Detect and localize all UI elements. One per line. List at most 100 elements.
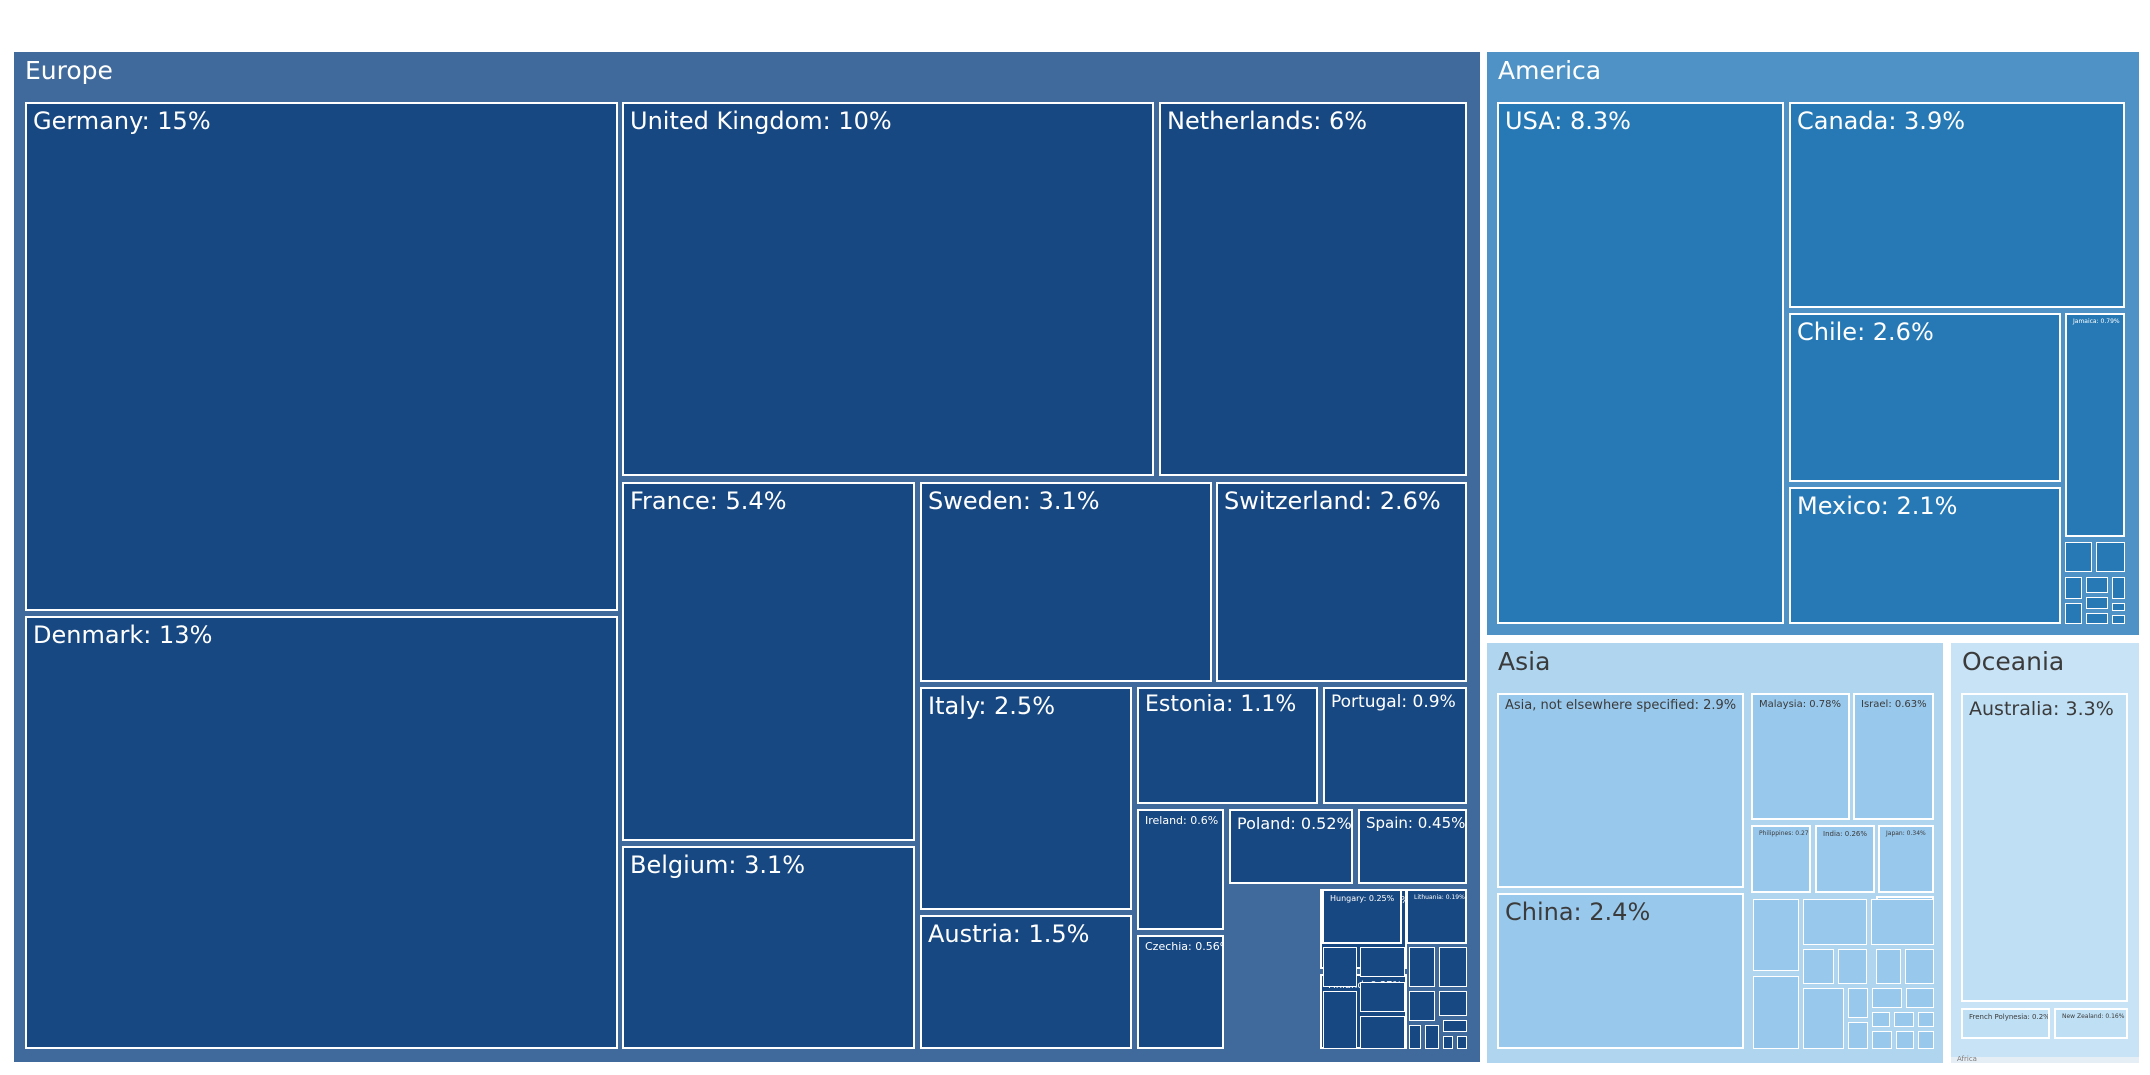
treemap-tile-lithuania[interactable]: Lithuania: 0.19% <box>1406 889 1467 944</box>
treemap-tile-hungary[interactable]: Hungary: 0.25% <box>1322 889 1402 944</box>
treemap-tile-small[interactable] <box>1872 1031 1892 1049</box>
treemap-tile-denmark[interactable]: Denmark: 13% <box>25 616 618 1049</box>
treemap-tile-small[interactable] <box>1803 949 1834 984</box>
treemap-tile-malaysia[interactable]: Malaysia: 0.78% <box>1751 693 1850 820</box>
treemap-tile-small[interactable] <box>1871 899 1934 945</box>
treemap-tile-small[interactable] <box>2086 597 2108 609</box>
treemap-tile-small[interactable] <box>1323 947 1357 987</box>
region-africa: Africa <box>1951 1055 2139 1063</box>
treemap-tile-small[interactable] <box>1803 988 1844 1049</box>
tile-label: India: 0.26% <box>1823 830 1867 838</box>
treemap-tile-small[interactable] <box>1905 949 1934 984</box>
treemap-tile-small[interactable] <box>2086 577 2108 593</box>
treemap-tile-small[interactable] <box>1409 1025 1421 1049</box>
treemap-tile-small[interactable] <box>2112 577 2125 599</box>
treemap-tile-french-polynesia[interactable]: French Polynesia: 0.2% <box>1961 1008 2050 1039</box>
tile-label: Spain: 0.45% <box>1366 814 1466 832</box>
treemap-tile-india[interactable]: India: 0.26% <box>1815 825 1875 893</box>
treemap-tile-portugal[interactable]: Portugal: 0.9% <box>1323 687 1467 804</box>
treemap-tile-germany[interactable]: Germany: 15% <box>25 102 618 611</box>
region-europe: Europe Germany: 15% Denmark: 13% United Kin… <box>14 52 1480 1062</box>
treemap-tile-spain[interactable]: Spain: 0.45% <box>1358 809 1467 884</box>
treemap-tile-small[interactable] <box>1443 1036 1453 1049</box>
treemap-tile-small[interactable] <box>1409 947 1435 987</box>
treemap-tile-new-zealand[interactable]: New Zealand: 0.16% <box>2054 1008 2128 1039</box>
treemap-tile-small[interactable] <box>2112 603 2125 611</box>
treemap-tile-jamaica[interactable]: Jamaica: 0.79% <box>2065 313 2125 537</box>
treemap-tile-canada[interactable]: Canada: 3.9% <box>1789 102 2125 308</box>
tile-label: Lithuania: 0.19% <box>1414 894 1465 901</box>
treemap-tile-small[interactable] <box>1838 949 1867 984</box>
region-america: America USA: 8.3% Canada: 3.9% Chile: 2.6% M… <box>1487 52 2139 635</box>
treemap-tile-small[interactable] <box>1918 1031 1934 1049</box>
treemap-tile-united-kingdom[interactable]: United Kingdom: 10% <box>622 102 1154 476</box>
treemap-tile-small[interactable] <box>1439 991 1467 1016</box>
tile-label: New Zealand: 0.16% <box>2062 1013 2125 1020</box>
tile-label: Poland: 0.52% <box>1237 814 1352 833</box>
treemap-tile-small[interactable] <box>1425 1025 1439 1049</box>
tile-label: Portugal: 0.9% <box>1331 692 1456 712</box>
treemap-tile-small[interactable] <box>1894 1012 1914 1027</box>
treemap-tile-poland[interactable]: Poland: 0.52% <box>1229 809 1353 884</box>
treemap-tile-small[interactable] <box>1848 1022 1868 1049</box>
tile-label: Italy: 2.5% <box>928 692 1056 720</box>
tile-label: Belgium: 3.1% <box>630 851 806 879</box>
treemap-tile-small[interactable] <box>1443 1020 1467 1032</box>
treemap-tile-small[interactable] <box>1872 988 1902 1008</box>
treemap-tile-belgium[interactable]: Belgium: 3.1% <box>622 846 915 1049</box>
treemap-tile-small[interactable] <box>2065 577 2082 599</box>
tile-label: Australia: 3.3% <box>1969 698 2114 720</box>
treemap-tile-chile[interactable]: Chile: 2.6% <box>1789 313 2061 482</box>
treemap-tile-switzerland[interactable]: Switzerland: 2.6% <box>1216 482 1467 682</box>
tile-label: French Polynesia: 0.2% <box>1969 1013 2050 1021</box>
treemap-tile-small[interactable] <box>1876 949 1901 984</box>
treemap-tile-small[interactable] <box>1803 899 1867 945</box>
treemap-tile-france[interactable]: France: 5.4% <box>622 482 915 841</box>
region-title: Africa <box>1957 1055 1977 1063</box>
region-title: America <box>1498 56 1602 85</box>
treemap-tile-israel[interactable]: Israel: 0.63% <box>1853 693 1934 820</box>
treemap-tile-czechia[interactable]: Czechia: 0.56% <box>1137 935 1224 1049</box>
treemap-tile-small[interactable] <box>2086 613 2108 624</box>
treemap-tile-small[interactable] <box>1848 988 1868 1018</box>
treemap-tile-small[interactable] <box>1753 899 1799 971</box>
treemap-tile-ireland[interactable]: Ireland: 0.6% <box>1137 809 1224 930</box>
treemap-tile-small[interactable] <box>2112 615 2125 624</box>
tile-label: Estonia: 1.1% <box>1145 692 1297 717</box>
tile-label: Czechia: 0.56% <box>1145 940 1224 953</box>
treemap-tile-small[interactable] <box>2096 542 2125 572</box>
treemap-tile-sweden[interactable]: Sweden: 3.1% <box>920 482 1212 682</box>
tile-label: Germany: 15% <box>33 107 211 135</box>
tile-label: Denmark: 13% <box>33 621 213 649</box>
treemap-tile-small[interactable] <box>1360 947 1405 977</box>
treemap-tile-small[interactable] <box>1753 976 1799 1049</box>
treemap-tile-small[interactable] <box>1906 988 1934 1008</box>
region-title: Asia <box>1498 647 1551 676</box>
treemap-tile-small[interactable] <box>1918 1012 1934 1027</box>
region-title: Europe <box>25 56 113 85</box>
treemap-tile-small[interactable] <box>1457 1036 1467 1049</box>
treemap-tile-netherlands[interactable]: Netherlands: 6% <box>1159 102 1467 476</box>
treemap-tile-small[interactable] <box>1323 991 1357 1049</box>
treemap-tile-china[interactable]: China: 2.4% <box>1497 893 1744 1049</box>
treemap-tile-japan[interactable]: Japan: 0.34% <box>1878 825 1934 893</box>
treemap-tile-small[interactable] <box>1872 1012 1890 1027</box>
treemap-tile-small[interactable] <box>2065 542 2092 572</box>
tile-label: Austria: 1.5% <box>928 920 1090 948</box>
treemap-tile-small[interactable] <box>1409 991 1435 1021</box>
treemap-tile-philippines[interactable]: Philippines: 0.27% <box>1751 825 1811 893</box>
tile-label: Asia, not elsewhere specified: 2.9% <box>1505 698 1737 713</box>
treemap-tile-small[interactable] <box>1896 1031 1914 1049</box>
treemap-tile-small[interactable] <box>2065 603 2082 624</box>
treemap-tile-usa[interactable]: USA: 8.3% <box>1497 102 1784 624</box>
treemap-tile-small[interactable] <box>1360 982 1405 1012</box>
treemap-tile-small[interactable] <box>1439 947 1467 987</box>
treemap-tile-australia[interactable]: Australia: 3.3% <box>1961 693 2128 1002</box>
treemap-tile-austria[interactable]: Austria: 1.5% <box>920 915 1132 1049</box>
treemap-tile-italy[interactable]: Italy: 2.5% <box>920 687 1132 910</box>
treemap-tile-estonia[interactable]: Estonia: 1.1% <box>1137 687 1318 804</box>
treemap-tile-small[interactable] <box>1360 1016 1405 1049</box>
treemap-tile-asia-not-elsewhere-specified[interactable]: Asia, not elsewhere specified: 2.9% <box>1497 693 1744 888</box>
treemap-tile-mexico[interactable]: Mexico: 2.1% <box>1789 487 2061 624</box>
